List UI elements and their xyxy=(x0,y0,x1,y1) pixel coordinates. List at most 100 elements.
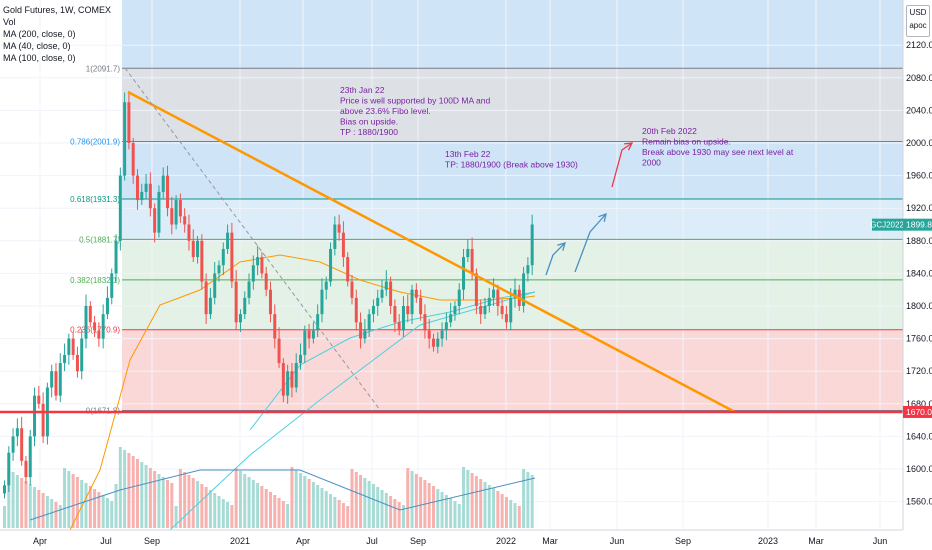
support-label: 1670.0 xyxy=(906,407,932,417)
candlesticks xyxy=(3,90,534,499)
legend-ma40[interactable]: MA (40, close, 0) xyxy=(3,41,71,51)
volume-bar xyxy=(50,499,54,528)
candle-body xyxy=(273,314,277,339)
arrow-red-head xyxy=(623,142,634,151)
candle-body xyxy=(260,257,264,274)
chart-legend: Gold Futures, 1W, COMEX Vol MA (200, clo… xyxy=(3,4,111,64)
candle-body xyxy=(389,281,393,306)
candle-body xyxy=(118,175,122,241)
legend-title[interactable]: Gold Futures, 1W, COMEX xyxy=(3,5,112,15)
volume-bar xyxy=(213,493,217,528)
volume-bar xyxy=(200,484,204,528)
legend-vol[interactable]: Vol xyxy=(3,17,16,27)
annotation-line: 2000 xyxy=(642,158,661,168)
candle-body xyxy=(341,232,345,258)
candle-body xyxy=(290,371,294,388)
candle-body xyxy=(7,452,11,486)
legend-ma100[interactable]: MA (100, close, 0) xyxy=(3,53,76,63)
volume-bar xyxy=(114,484,118,528)
candle-body xyxy=(238,314,242,323)
volume-bar xyxy=(350,469,354,528)
candle-body xyxy=(88,306,92,323)
volume-bar xyxy=(307,479,311,528)
candle-body xyxy=(140,191,144,201)
volume-bar xyxy=(432,486,435,528)
volume-bar xyxy=(105,498,109,528)
volume-bar xyxy=(496,491,500,528)
ma40-line xyxy=(69,254,536,531)
volume-bar xyxy=(440,492,444,528)
candle-body xyxy=(234,281,238,323)
volume-bar xyxy=(234,468,238,528)
volume-bar xyxy=(311,482,315,528)
candle-body xyxy=(346,257,350,282)
price-tick: 1920.0 xyxy=(906,203,932,213)
volume-bar xyxy=(290,467,294,528)
volume-bar xyxy=(444,495,448,528)
annotation-line: TP: 1880/1900 (Break above 1930) xyxy=(445,160,578,170)
candle-body xyxy=(20,428,24,461)
candle-body xyxy=(170,208,174,225)
volume-bar xyxy=(281,501,285,528)
volume-bar xyxy=(88,486,92,528)
ma100-line xyxy=(249,291,536,431)
candle-body xyxy=(178,200,182,217)
volume-bar xyxy=(157,474,161,528)
candle-body xyxy=(440,330,444,339)
volume-bar xyxy=(303,476,307,528)
candle-body xyxy=(423,314,427,331)
currency-sub: apoc xyxy=(909,21,927,30)
last-price-label: 1899.8 xyxy=(906,220,932,230)
time-axis-bg xyxy=(0,530,932,550)
candle-body xyxy=(453,306,457,315)
volume-bar xyxy=(346,506,350,528)
candle-body xyxy=(63,354,67,364)
legend-ma200[interactable]: MA (200, close, 0) xyxy=(3,29,76,39)
candle-body xyxy=(466,248,470,258)
volume-bar xyxy=(67,471,71,528)
fib-band xyxy=(122,279,903,330)
volume-bar xyxy=(110,501,114,528)
volume-bar xyxy=(367,481,371,528)
volume-bar xyxy=(341,503,345,528)
volume-bar xyxy=(474,476,478,528)
candle-body xyxy=(131,143,135,176)
candle-body xyxy=(33,395,37,437)
volume-bar xyxy=(320,488,324,528)
candle-body xyxy=(457,289,461,306)
candle-body xyxy=(436,338,440,347)
price-tick: 2000.0 xyxy=(906,138,932,148)
volume-bar xyxy=(144,465,148,528)
volume-bar xyxy=(93,489,97,528)
time-tick: 2022 xyxy=(496,536,516,546)
candle-body xyxy=(307,330,311,339)
candle-body xyxy=(504,314,508,323)
candle-body xyxy=(462,257,466,290)
volume-bar xyxy=(470,473,474,528)
candle-body xyxy=(414,289,418,298)
volume-bar xyxy=(260,486,264,528)
volume-bar xyxy=(166,480,170,528)
volume-bar xyxy=(226,502,230,528)
grid-lines xyxy=(0,0,903,530)
candle-body xyxy=(54,371,58,396)
volume-bar xyxy=(135,459,139,528)
arrow-blue-1-head xyxy=(557,242,566,251)
candle-body xyxy=(333,224,337,249)
candle-body xyxy=(166,175,170,209)
volume-bar xyxy=(337,500,341,528)
candle-body xyxy=(363,330,367,339)
candle-body xyxy=(530,224,534,266)
volume-bar xyxy=(161,477,165,528)
downtrend-line xyxy=(127,90,736,414)
candle-body xyxy=(483,306,487,315)
candle-body xyxy=(24,460,28,478)
candle-body xyxy=(479,306,483,315)
candle-body xyxy=(208,297,212,315)
arrow-blue-2-head xyxy=(598,212,607,222)
volume-bar xyxy=(140,462,144,528)
volume-bar xyxy=(333,497,337,528)
currency-button[interactable]: USD apoc xyxy=(906,5,930,37)
annotation-line: 20th Feb 2022 xyxy=(642,126,697,136)
